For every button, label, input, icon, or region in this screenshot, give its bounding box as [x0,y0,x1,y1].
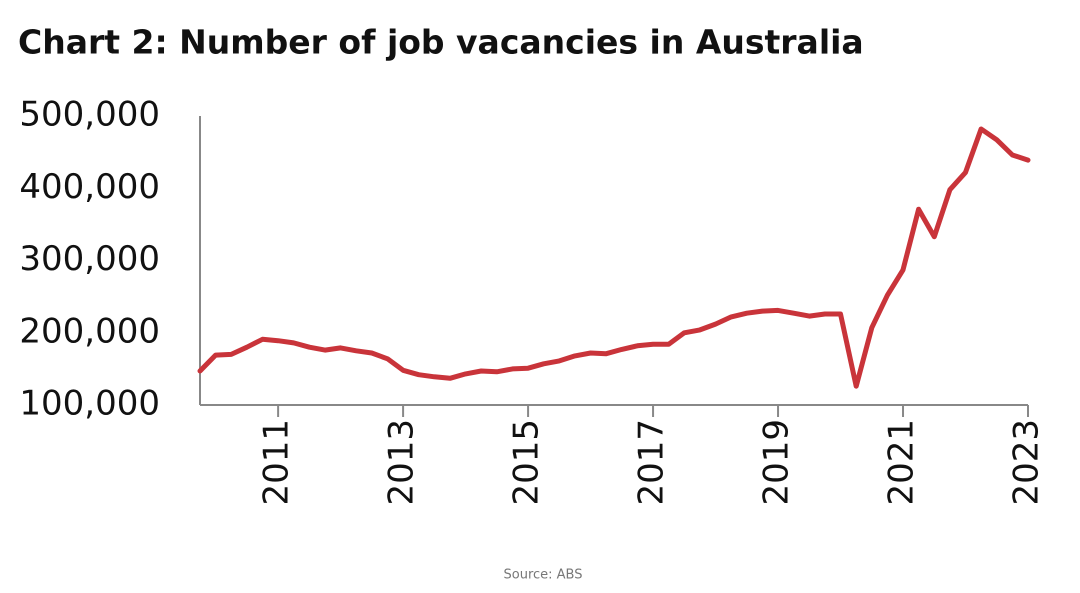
y-tick-label: 100,000 [19,384,160,424]
source-note: Source: ABS [504,568,583,583]
y-tick-label: 400,000 [19,167,160,207]
x-tick-label: 2015 [507,419,547,506]
chart-title: Chart 2: Number of job vacancies in Aust… [18,23,864,62]
data-line [197,126,1031,389]
x-tick-label: 2013 [382,419,422,506]
y-tick-label: 200,000 [19,311,160,351]
x-tick-label: 2021 [882,419,922,506]
x-tick-label: 2011 [257,419,297,506]
x-tick-label: 2023 [1007,419,1047,506]
y-tick-label: 300,000 [19,239,160,279]
y-tick-label: 500,000 [19,95,160,135]
x-tick-label: 2017 [632,419,672,506]
x-tick-label: 2019 [757,419,797,506]
